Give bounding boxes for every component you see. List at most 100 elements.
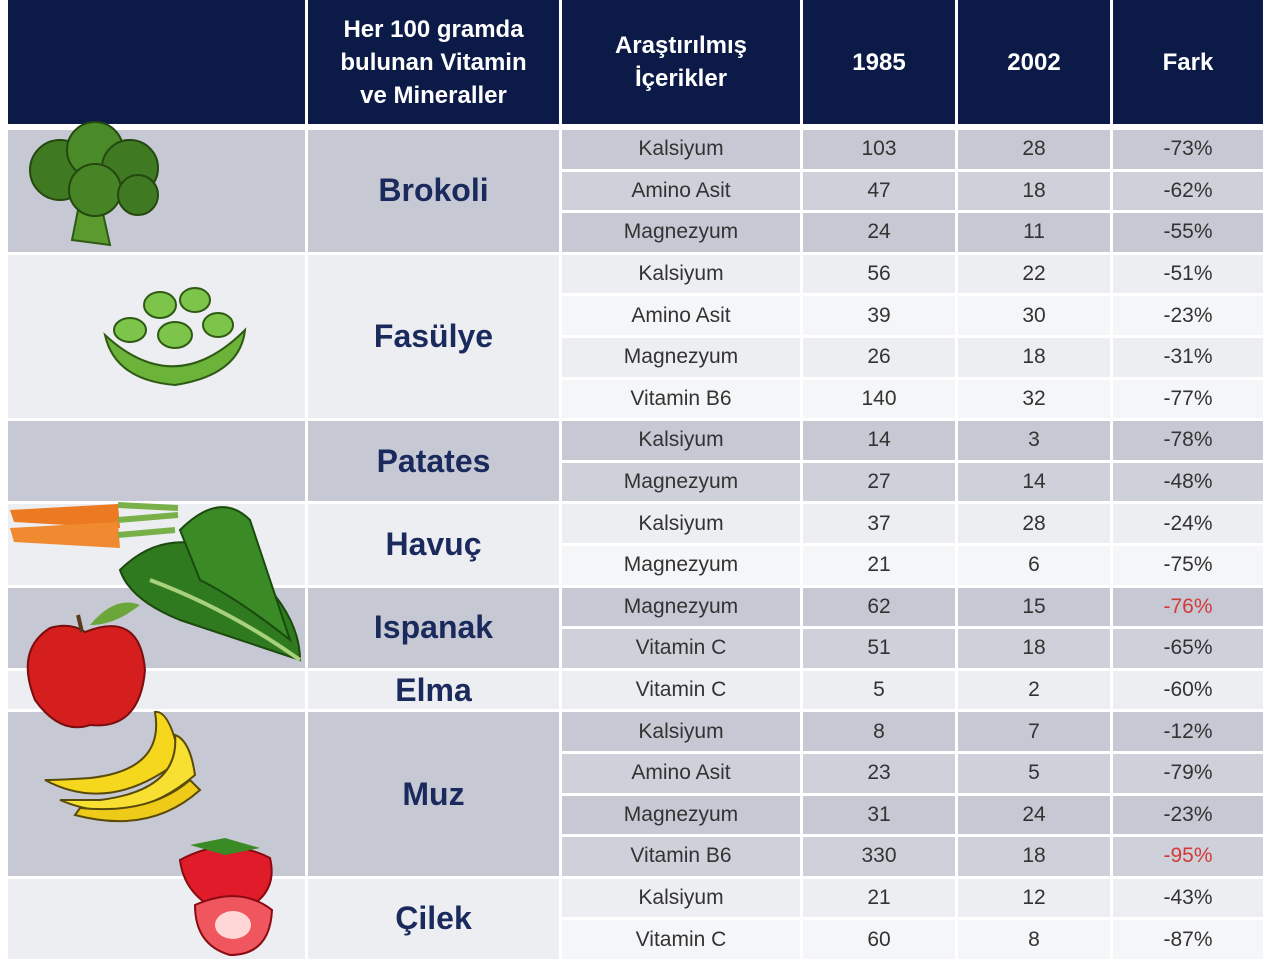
year-value: 14 [803,421,955,460]
year-value: 18 [958,837,1110,876]
year-value: 14 [958,463,1110,502]
year-value: 5 [803,671,955,710]
year-value: 8 [958,920,1110,959]
food-name: Çilek [308,879,559,959]
nutrient-name: Amino Asit [562,296,800,335]
change-value: -31% [1113,338,1263,377]
image-cell [8,255,305,418]
change-value: -55% [1113,213,1263,252]
year-value: 39 [803,296,955,335]
year-value: 27 [803,463,955,502]
year-value: 47 [803,172,955,211]
nutrient-name: Kalsiyum [562,504,800,543]
nutrient-name: Amino Asit [562,754,800,793]
change-value: -65% [1113,629,1263,668]
year-value: 103 [803,130,955,169]
year-value: 22 [958,255,1110,294]
year-value: 18 [958,629,1110,668]
year-value: 330 [803,837,955,876]
image-cell [8,712,305,875]
year-value: 21 [803,546,955,585]
nutrient-name: Magnezyum [562,546,800,585]
year-value: 24 [958,796,1110,835]
year-value: 6 [958,546,1110,585]
header-cell [8,0,305,124]
image-cell [8,504,305,584]
food-name: Muz [308,712,559,875]
change-value: -48% [1113,463,1263,502]
food-name: Ispanak [308,588,559,668]
year-value: 18 [958,338,1110,377]
change-value: -95% [1113,837,1263,876]
year-value: 5 [958,754,1110,793]
food-name: Brokoli [308,130,559,252]
header-cell: 1985 [803,0,955,124]
food-name: Patates [308,421,559,501]
food-name: Fasülye [308,255,559,418]
food-name: Elma [308,671,559,710]
nutrient-name: Kalsiyum [562,879,800,918]
image-cell [8,130,305,252]
year-value: 12 [958,879,1110,918]
nutrient-name: Kalsiyum [562,130,800,169]
nutrient-name: Vitamin C [562,671,800,710]
image-cell [8,588,305,668]
year-value: 51 [803,629,955,668]
nutrient-name: Kalsiyum [562,255,800,294]
change-value: -12% [1113,712,1263,751]
year-value: 31 [803,796,955,835]
header-cell: 2002 [958,0,1110,124]
year-value: 28 [958,504,1110,543]
nutrient-name: Amino Asit [562,172,800,211]
year-value: 26 [803,338,955,377]
change-value: -51% [1113,255,1263,294]
nutrient-name: Magnezyum [562,338,800,377]
nutrient-name: Vitamin B6 [562,837,800,876]
food-name: Havuç [308,504,559,584]
year-value: 11 [958,213,1110,252]
year-value: 62 [803,588,955,627]
year-value: 60 [803,920,955,959]
change-value: -87% [1113,920,1263,959]
year-value: 18 [958,172,1110,211]
nutrient-name: Magnezyum [562,213,800,252]
year-value: 2 [958,671,1110,710]
nutrient-name: Kalsiyum [562,421,800,460]
year-value: 23 [803,754,955,793]
change-value: -24% [1113,504,1263,543]
change-value: -76% [1113,588,1263,627]
nutrient-name: Kalsiyum [562,712,800,751]
nutrition-table: Her 100 gramda bulunan Vitamin ve Minera… [0,0,1270,962]
change-value: -75% [1113,546,1263,585]
nutrient-name: Vitamin C [562,920,800,959]
year-value: 7 [958,712,1110,751]
header-cell: Araştırılmış İçerikler [562,0,800,124]
year-value: 15 [958,588,1110,627]
change-value: -43% [1113,879,1263,918]
nutrient-name: Vitamin C [562,629,800,668]
nutrient-name: Magnezyum [562,463,800,502]
year-value: 140 [803,380,955,419]
nutrient-name: Magnezyum [562,588,800,627]
image-cell [8,421,305,501]
year-value: 24 [803,213,955,252]
header-cell: Her 100 gramda bulunan Vitamin ve Minera… [308,0,559,124]
change-value: -62% [1113,172,1263,211]
nutrient-name: Magnezyum [562,796,800,835]
image-cell [8,671,305,710]
change-value: -23% [1113,796,1263,835]
nutrient-name: Vitamin B6 [562,380,800,419]
year-value: 32 [958,380,1110,419]
change-value: -77% [1113,380,1263,419]
header-cell: Fark [1113,0,1263,124]
change-value: -79% [1113,754,1263,793]
year-value: 56 [803,255,955,294]
change-value: -23% [1113,296,1263,335]
year-value: 3 [958,421,1110,460]
page: Her 100 gramda bulunan Vitamin ve Minera… [0,0,1270,962]
year-value: 21 [803,879,955,918]
year-value: 8 [803,712,955,751]
year-value: 28 [958,130,1110,169]
year-value: 30 [958,296,1110,335]
change-value: -60% [1113,671,1263,710]
